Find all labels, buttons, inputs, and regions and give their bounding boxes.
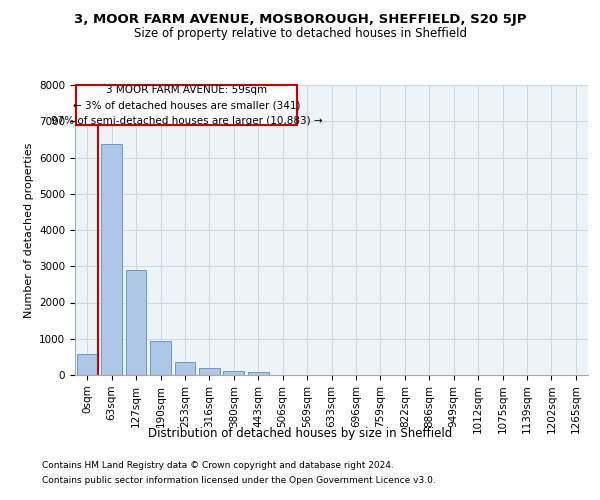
Bar [248,372,269,375]
Bar [125,270,146,375]
Text: Contains public sector information licensed under the Open Government Licence v3: Contains public sector information licen… [42,476,436,485]
Bar [101,144,122,375]
Bar [223,371,244,375]
Text: 3 MOOR FARM AVENUE: 59sqm
← 3% of detached houses are smaller (341)
97% of semi-: 3 MOOR FARM AVENUE: 59sqm ← 3% of detach… [51,84,323,126]
Bar [175,362,196,375]
FancyBboxPatch shape [76,86,297,125]
Y-axis label: Number of detached properties: Number of detached properties [23,142,34,318]
Text: Size of property relative to detached houses in Sheffield: Size of property relative to detached ho… [133,28,467,40]
Text: Contains HM Land Registry data © Crown copyright and database right 2024.: Contains HM Land Registry data © Crown c… [42,461,394,470]
Bar [77,354,98,375]
Text: Distribution of detached houses by size in Sheffield: Distribution of detached houses by size … [148,428,452,440]
Bar [150,340,171,375]
Bar [199,368,220,375]
Text: 3, MOOR FARM AVENUE, MOSBOROUGH, SHEFFIELD, S20 5JP: 3, MOOR FARM AVENUE, MOSBOROUGH, SHEFFIE… [74,12,526,26]
